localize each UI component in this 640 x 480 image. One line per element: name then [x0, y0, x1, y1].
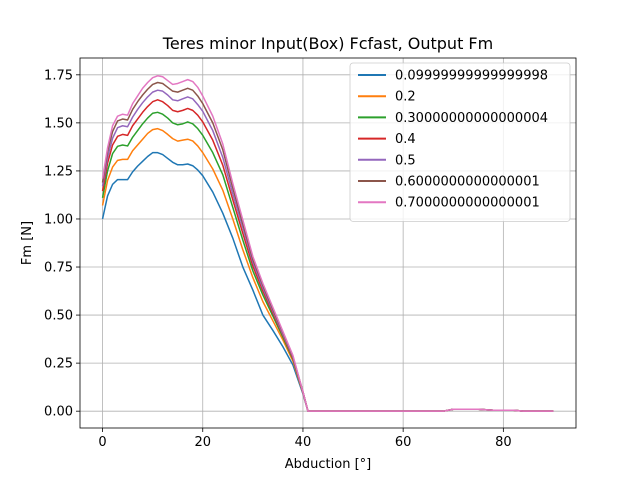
x-tick-label: 80	[495, 435, 512, 450]
legend-label-3: 0.30000000000000004	[395, 111, 548, 126]
x-tick-label: 60	[395, 435, 412, 450]
plot-frame	[79, 57, 577, 429]
y-axis-label: Fm [N]	[20, 221, 35, 265]
x-axis-label: Abduction [°]	[285, 457, 371, 472]
legend-label-4: 0.4	[395, 132, 416, 147]
legend-label-6: 0.6000000000000001	[395, 175, 540, 190]
y-tick-label: 0.00	[44, 405, 73, 420]
series-lines	[101, 75, 554, 412]
y-tick-label: 1.75	[44, 68, 73, 83]
y-tick-label: 1.50	[44, 116, 73, 131]
y-tick-label: 0.75	[44, 261, 73, 276]
x-tick-label: 20	[194, 435, 211, 450]
y-tick-label: 1.00	[44, 212, 73, 227]
ticks: 0 20 40 60 80 0.00 0.25 0.50 0.75 1.00 1.25 1.50 1.7…	[44, 68, 512, 450]
legend-label-1: 0.09999999999999998	[395, 69, 548, 84]
legend: 0.09999999999999998 0.2 0.3000000000000000…	[349, 62, 571, 222]
x-tick-label: 0	[98, 435, 106, 450]
series-line-7	[101, 75, 554, 412]
legend-label-5: 0.5	[395, 153, 416, 168]
legend-label-2: 0.2	[395, 90, 416, 105]
y-tick-label: 0.25	[44, 357, 73, 372]
legend-label-7: 0.7000000000000001	[395, 196, 540, 211]
y-tick-label: 1.25	[44, 164, 73, 179]
chart-title: Teres minor Input(Box) Fcfast, Output Fm	[162, 34, 493, 53]
x-tick-label: 40	[295, 435, 312, 450]
legend-frame	[349, 62, 571, 222]
y-tick-label: 0.50	[44, 309, 73, 324]
